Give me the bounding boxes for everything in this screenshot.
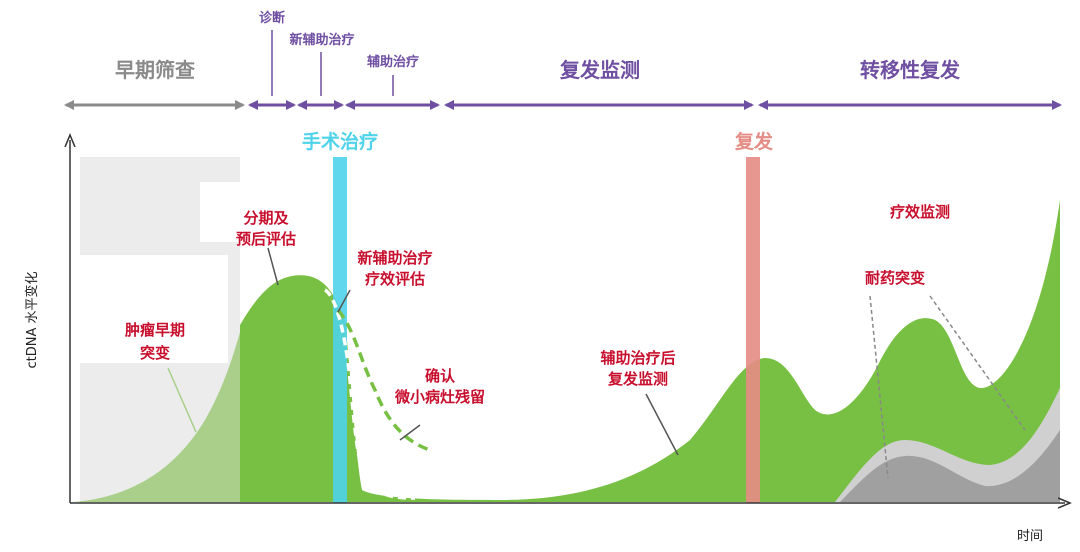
label-mrd-1: 确认 bbox=[425, 367, 456, 385]
resistance-layer-dark bbox=[840, 430, 1060, 502]
label-early-screening: 早期筛查 bbox=[115, 58, 195, 82]
mutation-label-box bbox=[80, 255, 228, 363]
leader-resistance-1 bbox=[869, 295, 889, 479]
main-ctdna-curve bbox=[240, 200, 1060, 502]
label-recurrence-monitoring: 复发监测 bbox=[559, 58, 640, 82]
label-mrd-2: 微小病灶残留 bbox=[394, 388, 485, 406]
label-neoadjuvant: 新辅助治疗 bbox=[289, 32, 354, 48]
label-metastatic: 转移性复发 bbox=[860, 58, 961, 82]
leader-early-mutation bbox=[167, 367, 197, 433]
label-post-adjuvant-2: 复发监测 bbox=[607, 370, 668, 388]
leader-mrd bbox=[399, 424, 421, 441]
label-neoadj-eval-1: 新辅助治疗 bbox=[357, 249, 432, 267]
screening-background-notch bbox=[200, 182, 248, 242]
leader-neoadj-eval bbox=[337, 289, 351, 313]
leader-resistance-2 bbox=[929, 295, 1026, 431]
label-adjuvant: 辅助治疗 bbox=[367, 54, 419, 70]
leader-post-adjuvant bbox=[645, 393, 679, 456]
recurrence-bar bbox=[746, 157, 760, 503]
label-early-mutation-2: 突变 bbox=[140, 344, 170, 362]
label-neoadj-eval-2: 疗效评估 bbox=[365, 270, 425, 288]
label-surgery: 手术治疗 bbox=[302, 130, 378, 153]
early-ctdna-curve bbox=[72, 325, 242, 502]
surgery-bar bbox=[333, 157, 347, 503]
label-recurrence: 复发 bbox=[734, 130, 774, 153]
label-resistance-mutation: 耐药突变 bbox=[865, 269, 925, 287]
label-early-mutation-1: 肿瘤早期 bbox=[125, 321, 185, 339]
label-efficacy-monitoring: 疗效监测 bbox=[890, 203, 950, 221]
label-staging-2: 预后评估 bbox=[236, 230, 296, 248]
neoadjuvant-dashed-curve bbox=[323, 288, 416, 500]
y-axis-label: ctDNA 水平变化 bbox=[24, 271, 40, 368]
label-post-adjuvant-1: 辅助治疗后 bbox=[600, 349, 675, 367]
mrd-dashed-curve bbox=[336, 308, 431, 452]
efficacy-label-box bbox=[872, 196, 968, 226]
x-axis-label: 时间 bbox=[1017, 529, 1043, 544]
label-diagnosis: 诊断 bbox=[259, 10, 285, 26]
label-staging-1: 分期及 bbox=[243, 209, 289, 227]
leader-staging bbox=[267, 247, 279, 286]
